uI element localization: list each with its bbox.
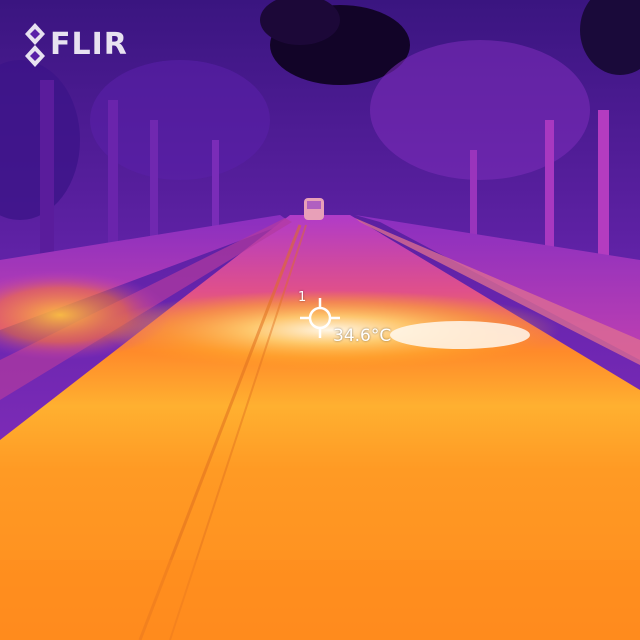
spot-meter-crosshair — [296, 292, 346, 344]
spot-temperature-readout: 34.6°C — [333, 326, 391, 346]
temperature-unit: °C — [370, 326, 392, 346]
temperature-value: 34.6 — [333, 326, 371, 346]
crosshair-icon — [300, 298, 340, 338]
spot-meter-id: 1 — [298, 290, 307, 305]
flir-logo: FLIR — [24, 22, 128, 68]
flir-logo-text: FLIR — [50, 27, 128, 62]
flir-diamond-logo-icon — [25, 23, 45, 67]
